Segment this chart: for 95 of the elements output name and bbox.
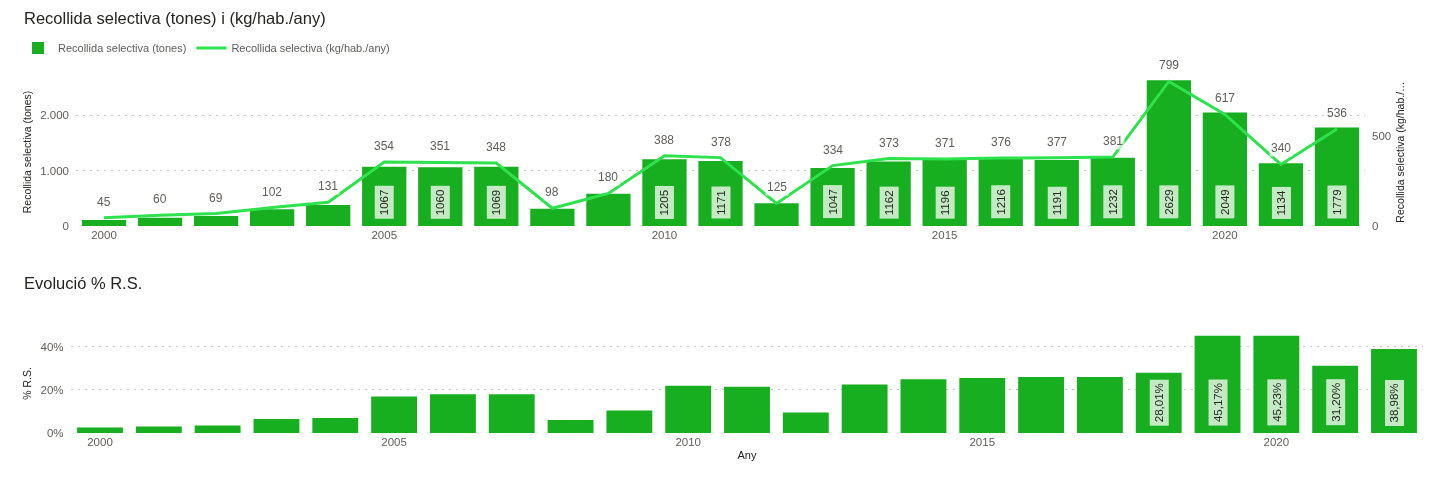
data-label: 131: [318, 179, 339, 193]
data-label: 1232: [1106, 189, 1119, 215]
bar: [81, 219, 127, 226]
data-label: 1191: [1051, 190, 1064, 216]
data-label: 45,23%: [1270, 382, 1283, 422]
data-label: 1067: [378, 189, 391, 216]
chart-title: Recollida selectiva (tones) i (kg/hab./any): [24, 9, 326, 27]
bar: [530, 208, 575, 226]
data-label: 617: [1215, 91, 1236, 105]
x-tick-label: 2010: [675, 435, 701, 448]
y2-axis-title: Recollida selectiva (kg/hab./…: [1394, 81, 1407, 223]
bar: [900, 379, 947, 433]
bar: [250, 209, 295, 226]
legend-label: Recollida selectiva (tones): [58, 42, 187, 55]
data-label: 354: [374, 139, 395, 153]
x-tick-label: 2000: [91, 228, 117, 241]
data-label: 1162: [883, 190, 896, 216]
data-label: 28,01%: [1153, 383, 1166, 423]
data-label: 536: [1327, 106, 1348, 120]
bar: [724, 386, 770, 433]
bar: [194, 425, 241, 433]
x-tick-label: 2015: [969, 435, 996, 448]
y-tick-label: 0%: [46, 427, 64, 440]
y2-tick-label: 500: [1372, 129, 1392, 142]
x-tick-label: 2015: [931, 228, 958, 241]
data-label: 334: [823, 143, 844, 157]
bar: [135, 426, 182, 433]
bar: [547, 420, 594, 433]
data-label: 377: [1047, 135, 1068, 149]
data-label: 340: [1271, 141, 1292, 155]
data-label: 1171: [715, 190, 727, 215]
y-axis-title: % R.S.: [21, 367, 34, 400]
y-tick-label: 40%: [40, 340, 64, 353]
data-label: 799: [1159, 58, 1180, 72]
bar: [1018, 377, 1065, 433]
bar: [306, 204, 351, 226]
x-tick-label: 2005: [381, 435, 407, 448]
y-axis-title: Recollida selectiva (tones): [21, 90, 34, 214]
bar: [429, 394, 476, 433]
bar: [371, 396, 418, 433]
bar: [253, 419, 300, 433]
data-label: 1134: [1275, 190, 1288, 216]
data-label: 31,20%: [1329, 382, 1342, 422]
x-tick-label: 2020: [1263, 435, 1290, 448]
y2-tick-label: 0: [1372, 220, 1379, 233]
chart-title: Evolució % R.S.: [24, 274, 143, 292]
data-label: 376: [991, 135, 1012, 149]
bar: [782, 412, 829, 433]
bar: [312, 417, 359, 433]
bar: [77, 427, 123, 433]
data-label: 38,98%: [1388, 383, 1401, 423]
data-label: 381: [1103, 134, 1124, 148]
data-label: 1779: [1330, 189, 1343, 215]
data-label: 351: [430, 139, 451, 153]
data-label: 69: [209, 191, 223, 205]
data-label: 45,17%: [1212, 383, 1225, 423]
data-label: 1060: [434, 189, 447, 216]
bar: [959, 378, 1006, 433]
data-label: 102: [262, 185, 283, 199]
data-label: 180: [598, 170, 619, 184]
data-label: 1216: [994, 189, 1007, 215]
x-tick-label: 2020: [1212, 228, 1238, 241]
bar: [1076, 377, 1123, 433]
data-label: 373: [879, 136, 900, 150]
bar: [193, 216, 239, 226]
data-label: 45: [97, 195, 111, 209]
x-tick-label: 2010: [651, 228, 678, 241]
data-label: 371: [935, 136, 956, 150]
data-label: 1205: [658, 189, 671, 216]
data-label: 348: [486, 140, 507, 154]
bar: [488, 394, 535, 433]
x-axis-title: Any: [737, 448, 757, 461]
x-tick-label: 2005: [371, 228, 398, 241]
data-label: 1069: [490, 189, 503, 216]
bar: [841, 384, 888, 433]
data-label: 1047: [826, 189, 839, 215]
bar: [137, 217, 183, 226]
bar: [606, 410, 653, 433]
y-tick-label: 0: [62, 220, 69, 233]
data-label: 125: [767, 180, 788, 194]
data-label: 60: [153, 192, 167, 206]
y-tick-label: 20%: [40, 383, 64, 396]
x-tick-label: 2000: [87, 435, 113, 448]
data-label: 2049: [1218, 189, 1231, 215]
data-label: 388: [654, 133, 675, 147]
data-label: 2629: [1162, 189, 1175, 215]
legend-label: Recollida selectiva (kg/hab./any): [231, 42, 390, 55]
data-label: 378: [711, 135, 732, 149]
bar: [586, 193, 631, 226]
bar: [665, 385, 712, 433]
y-tick-label: 2.000: [40, 109, 69, 122]
data-label: 1196: [939, 190, 952, 216]
y-tick-label: 1.000: [40, 164, 69, 177]
data-label: 98: [545, 185, 559, 199]
bar: [754, 203, 799, 226]
